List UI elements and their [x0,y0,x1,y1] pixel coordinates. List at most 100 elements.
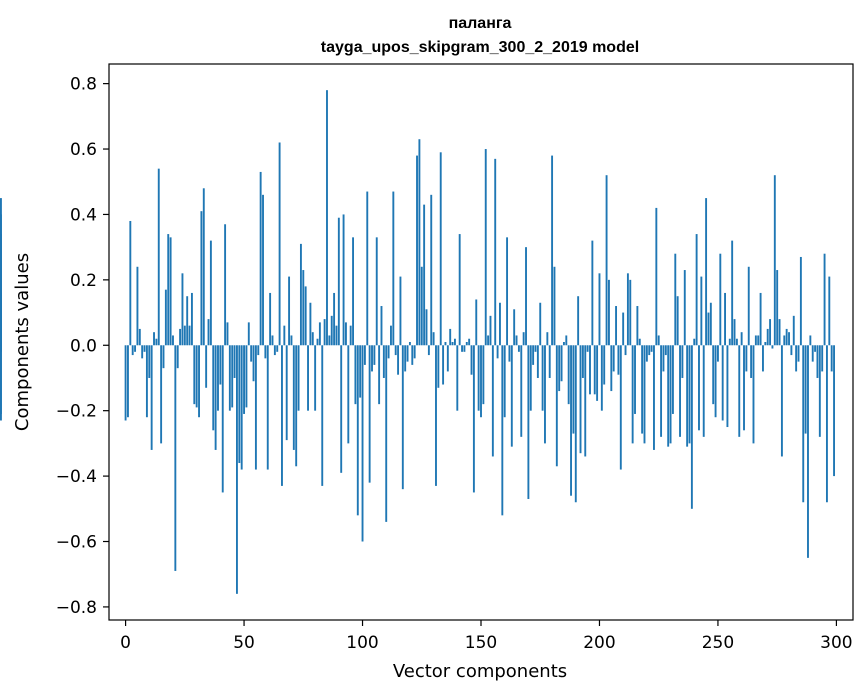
bar [719,253,722,346]
y-axis-label: Components values [12,253,33,431]
bar [591,240,594,346]
bar [288,276,291,346]
bar [795,345,798,372]
bar [378,345,381,405]
bar [823,253,826,346]
bar [709,302,712,346]
bar [650,345,653,352]
bar [202,188,205,346]
x-tick-label: 50 [233,633,255,653]
bar [435,345,437,486]
bar [316,338,319,346]
bar [743,345,745,431]
x-tick-label: 100 [346,633,378,653]
bar [764,342,767,346]
bar [219,345,222,385]
bar [766,328,769,346]
bar [631,345,634,444]
y-axis-ticks: −0.8 −0.6 −0.4 −0.2 0.0 0.2 0.4 0.6 0.8 [56,75,109,618]
bar [664,345,667,356]
bar [534,345,537,352]
bar [160,345,163,444]
bar [245,345,248,408]
bar [702,345,705,437]
bar [551,155,554,346]
bar [553,266,556,346]
bar [451,342,454,346]
bar [200,211,203,346]
bar [252,345,255,382]
bar [788,332,790,346]
bar [484,149,487,346]
y-tick-label: −0.2 [56,402,97,422]
bar [311,332,314,346]
bar [472,345,475,493]
bar [314,345,317,411]
bar [236,345,238,594]
bar [209,240,212,346]
bar [586,345,589,352]
bar [548,345,551,378]
x-tick-label: 0 [120,633,131,653]
bar [833,345,835,477]
bar [321,345,324,486]
bar [342,214,345,346]
bar [352,237,354,346]
bar [418,139,421,346]
bar [700,276,703,346]
bar [461,345,463,352]
bar [382,345,385,378]
x-tick-label: 200 [583,633,615,653]
bar [262,194,264,346]
bar [520,345,523,437]
bar [584,345,587,457]
bar [141,345,144,359]
bar [539,302,542,346]
bar [762,345,764,372]
bar [186,296,189,346]
bar [603,345,606,385]
bar [127,345,129,418]
bar [529,345,532,411]
bar [707,312,710,346]
bar [560,345,563,382]
bar [615,306,618,346]
bar [295,345,298,467]
bar [589,345,591,395]
bar [641,345,644,434]
bar [408,342,411,346]
bar [148,345,151,378]
bar [250,345,253,362]
bar [816,345,819,378]
bar [612,345,615,372]
bar [792,315,795,346]
bar [195,345,198,408]
bar [522,332,525,346]
x-tick-label: 250 [702,633,734,653]
bar [361,345,364,542]
y-tick-label: 0.2 [70,271,97,291]
bar [667,345,670,447]
bar [626,273,629,346]
bar [326,90,328,346]
bar [818,345,821,437]
bar [752,345,755,444]
bar [285,345,288,441]
bar [394,345,397,356]
bar [477,345,480,411]
bar [513,309,516,346]
bar [494,158,497,346]
bar [340,345,343,473]
bar [771,345,774,349]
bar [475,299,478,346]
bar [747,266,750,346]
bar [193,345,196,405]
y-tick-label: 0.4 [70,205,97,225]
bar [797,345,800,362]
bar [205,345,208,388]
bar [390,325,392,346]
bar [487,335,490,346]
bar [413,345,416,359]
bar [773,175,776,346]
y-tick-label: −0.6 [56,533,97,553]
